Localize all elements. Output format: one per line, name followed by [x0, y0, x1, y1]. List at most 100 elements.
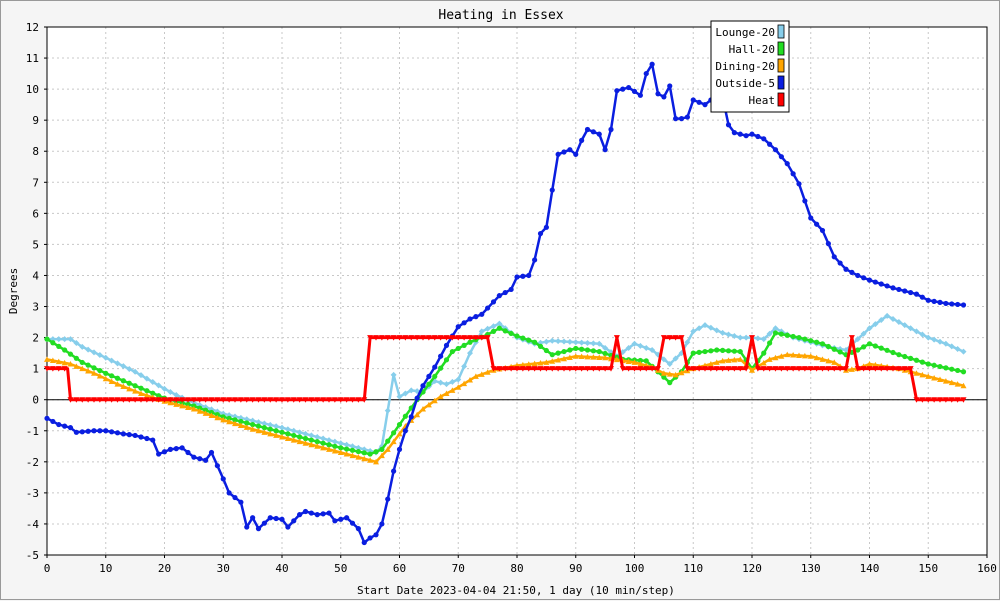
data-point-lounge-20 [143, 375, 150, 382]
data-point-outside-5 [790, 171, 796, 177]
y-tick-label: 11 [26, 52, 39, 65]
data-point-dining-20 [666, 371, 673, 377]
data-point-hall-20 [643, 358, 649, 364]
data-point-lounge-20 [666, 360, 673, 367]
data-point-lounge-20 [649, 347, 656, 354]
data-point-lounge-20 [331, 438, 338, 445]
data-point-dining-20 [91, 370, 97, 376]
data-point-dining-20 [760, 359, 767, 366]
data-point-outside-5 [226, 490, 232, 496]
data-point-outside-5 [631, 88, 638, 95]
y-tick-label: 9 [32, 114, 39, 127]
data-point-heat [942, 397, 949, 403]
data-point-outside-5 [344, 515, 350, 521]
data-point-outside-5 [955, 301, 961, 308]
data-point-dining-20 [931, 374, 938, 381]
data-point-hall-20 [226, 415, 232, 421]
data-point-heat [279, 397, 285, 403]
data-point-dining-20 [819, 356, 826, 362]
data-point-hall-20 [537, 343, 544, 349]
data-point-heat [208, 397, 215, 403]
data-point-dining-20 [114, 381, 121, 387]
data-point-lounge-20 [890, 315, 896, 322]
data-point-heat [455, 335, 462, 341]
data-point-heat [514, 366, 520, 372]
data-point-hall-20 [855, 347, 861, 353]
data-point-outside-5 [737, 131, 743, 137]
data-point-hall-20 [514, 333, 520, 339]
data-point-dining-20 [302, 440, 309, 446]
data-point-lounge-20 [85, 346, 92, 353]
data-point-lounge-20 [273, 423, 280, 430]
data-point-hall-20 [438, 365, 444, 371]
data-point-outside-5 [584, 126, 591, 133]
data-point-hall-20 [884, 347, 890, 353]
x-tick-label: 70 [452, 562, 465, 575]
data-point-lounge-20 [91, 349, 97, 356]
data-point-lounge-20 [590, 340, 597, 347]
data-point-heat [425, 335, 432, 341]
data-point-hall-20 [579, 346, 585, 352]
data-point-dining-20 [960, 382, 967, 389]
data-point-outside-5 [385, 496, 391, 502]
data-point-outside-5 [608, 126, 614, 133]
data-point-outside-5 [273, 515, 279, 522]
data-point-dining-20 [561, 355, 567, 362]
data-point-outside-5 [67, 425, 74, 431]
data-point-dining-20 [373, 458, 379, 465]
data-point-dining-20 [320, 444, 327, 451]
data-point-lounge-20 [343, 441, 350, 448]
data-point-heat [61, 366, 68, 372]
data-point-outside-5 [731, 130, 737, 136]
data-point-hall-20 [825, 343, 831, 350]
data-point-lounge-20 [102, 354, 109, 361]
data-point-heat [572, 366, 579, 372]
data-point-heat [672, 335, 679, 341]
data-point-heat [490, 366, 497, 372]
data-point-lounge-20 [337, 440, 344, 447]
data-point-lounge-20 [543, 338, 550, 345]
data-point-outside-5 [590, 129, 596, 135]
data-point-lounge-20 [631, 340, 638, 347]
legend-swatch-hall-20 [777, 41, 785, 56]
data-point-heat [860, 366, 867, 372]
data-point-lounge-20 [901, 322, 908, 329]
data-point-dining-20 [919, 371, 926, 378]
data-point-heat [402, 335, 409, 341]
legend-box [710, 20, 790, 113]
data-point-outside-5 [250, 515, 256, 521]
data-point-hall-20 [44, 336, 50, 342]
data-point-hall-20 [85, 362, 91, 368]
data-point-lounge-20 [461, 363, 468, 370]
data-point-hall-20 [250, 421, 256, 428]
data-point-heat [907, 366, 914, 372]
data-point-lounge-20 [566, 338, 573, 345]
data-point-heat [584, 366, 591, 372]
data-point-heat [179, 397, 186, 403]
data-point-hall-20 [720, 347, 726, 353]
data-point-lounge-20 [960, 348, 967, 355]
data-point-dining-20 [948, 379, 955, 386]
data-point-outside-5 [743, 133, 749, 139]
chart-title: Heating in Essex [438, 8, 563, 23]
data-point-dining-20 [772, 354, 779, 361]
data-point-hall-20 [426, 381, 432, 387]
data-point-dining-20 [913, 370, 920, 376]
data-point-dining-20 [866, 360, 873, 367]
data-point-outside-5 [749, 131, 755, 137]
data-point-heat [643, 366, 650, 372]
data-point-dining-20 [185, 404, 191, 410]
data-point-dining-20 [196, 408, 203, 414]
data-point-outside-5 [872, 279, 878, 285]
data-point-hall-20 [103, 370, 109, 376]
data-point-hall-20 [267, 426, 273, 432]
data-point-hall-20 [273, 428, 279, 434]
data-point-outside-5 [931, 298, 937, 304]
data-point-dining-20 [73, 363, 80, 369]
data-point-heat [666, 335, 673, 341]
data-point-dining-20 [784, 351, 791, 358]
data-point-hall-20 [109, 373, 115, 379]
data-point-heat [373, 335, 379, 341]
data-point-hall-20 [696, 349, 702, 355]
